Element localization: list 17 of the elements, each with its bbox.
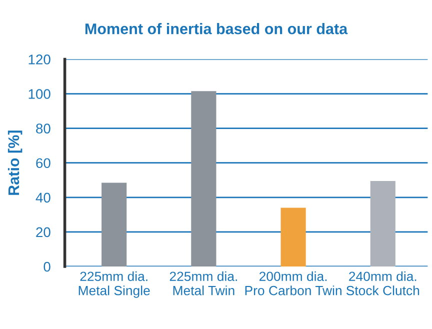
y-tick-label: 0 [44, 262, 50, 272]
y-tick-label: 20 [36, 227, 50, 238]
bar [370, 180, 396, 266]
y-tick-label: 80 [36, 124, 50, 134]
bar [102, 182, 127, 266]
bar [191, 91, 216, 266]
x-tick-label: 225mm dia. Metal Single [78, 271, 150, 298]
chart-title: Moment of inertia based on our data [85, 23, 348, 34]
y-tick-label: 40 [36, 192, 50, 203]
x-tick-label: 240mm dia. Stock Clutch [346, 271, 420, 296]
y-axis-title: Ratio [%] [8, 130, 22, 195]
x-tick-label: 200mm dia. Pro Carbon Twin [245, 271, 342, 296]
y-tick-label: 60 [36, 158, 50, 168]
y-tick-label: 100 [28, 89, 50, 99]
x-tick-label: 225mm dia. Metal Twin [170, 271, 237, 296]
y-tick-label: 120 [28, 54, 50, 64]
bar [280, 208, 306, 266]
